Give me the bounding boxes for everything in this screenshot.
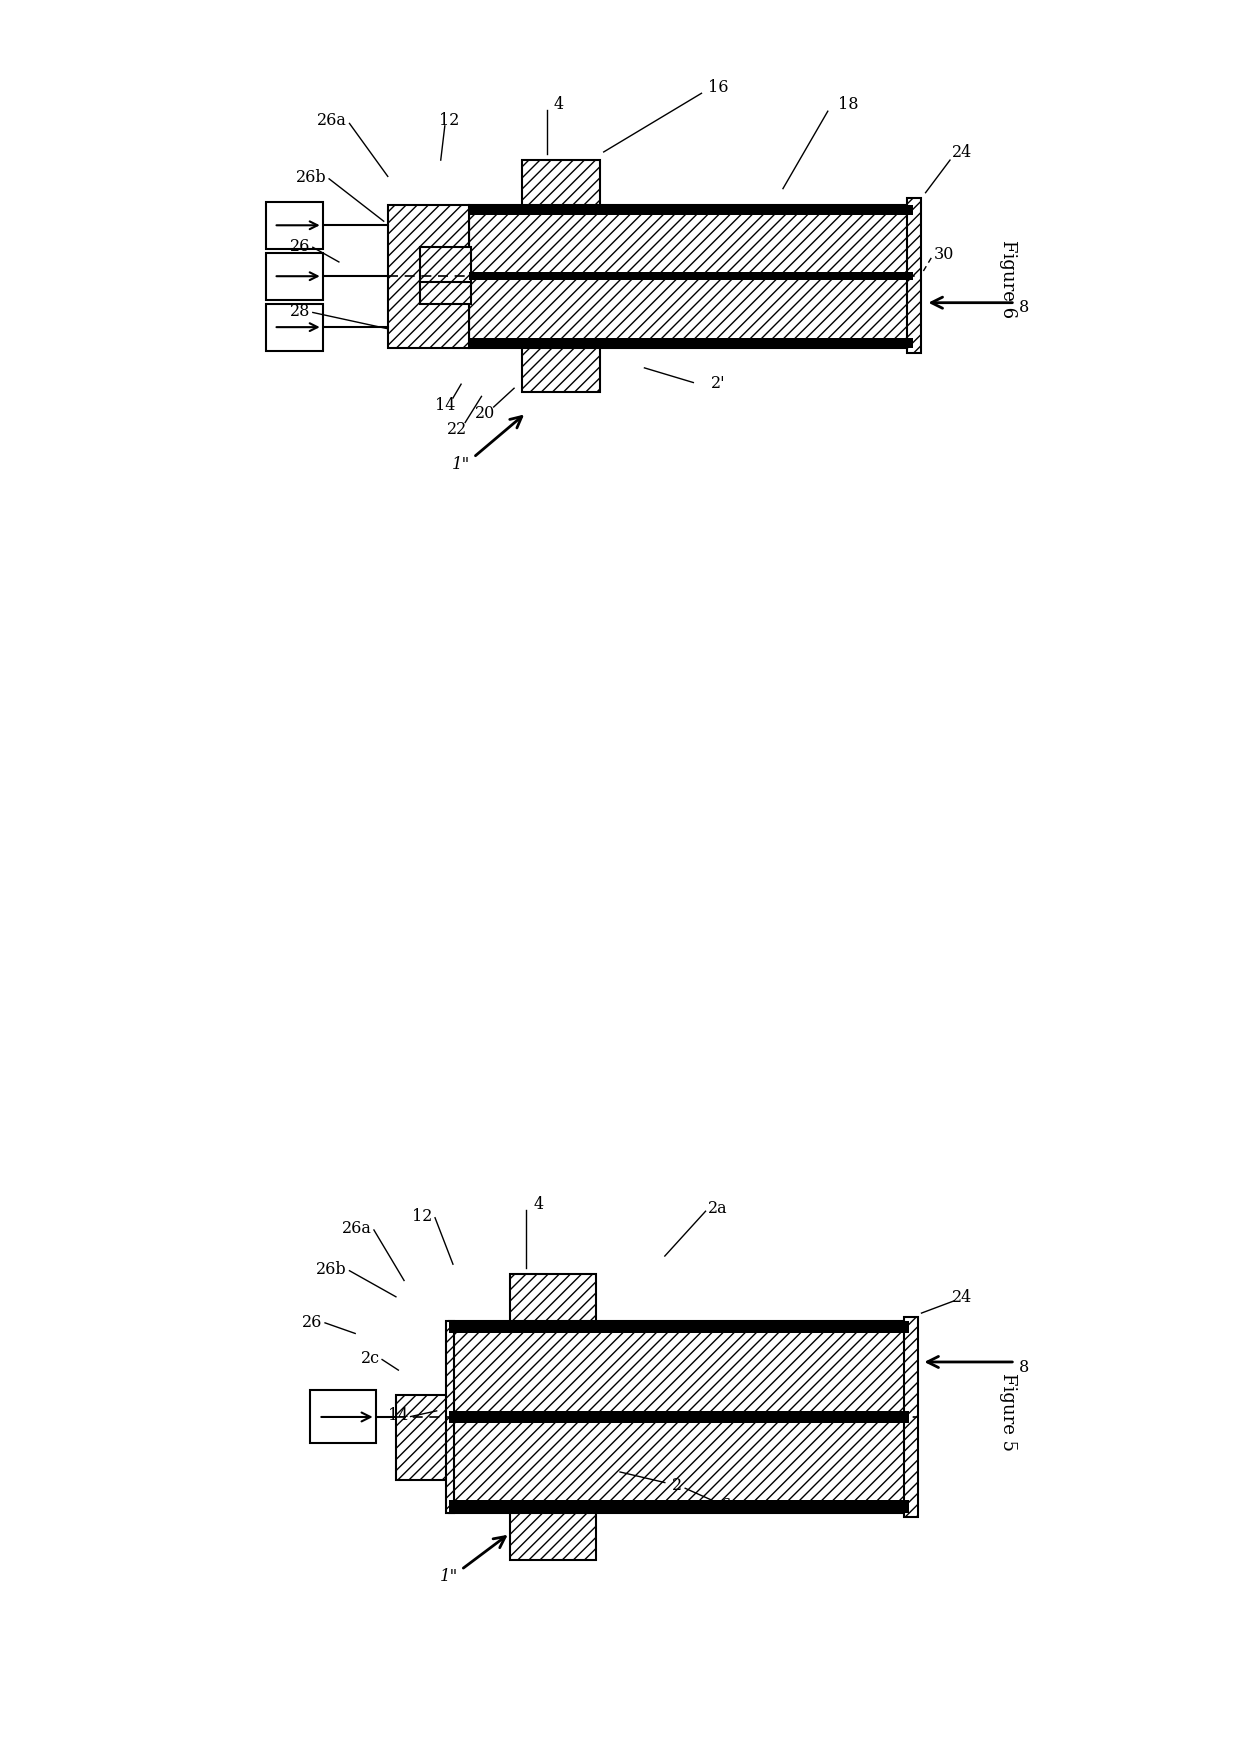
Text: 12: 12 <box>439 111 459 129</box>
Text: 26: 26 <box>290 238 310 256</box>
Text: 28: 28 <box>290 303 310 320</box>
Text: 4: 4 <box>533 1195 543 1212</box>
Text: 2c: 2c <box>361 1349 379 1367</box>
Text: Figure 6: Figure 6 <box>999 240 1017 318</box>
Text: 24: 24 <box>952 1289 972 1306</box>
Bar <box>265 202 322 250</box>
Bar <box>449 1412 909 1424</box>
Bar <box>396 1395 451 1480</box>
Text: 6: 6 <box>720 1496 732 1513</box>
Bar <box>510 1513 595 1560</box>
Bar <box>310 1391 376 1443</box>
Text: 22: 22 <box>446 421 467 438</box>
Text: 30: 30 <box>934 247 954 263</box>
Bar <box>388 205 469 348</box>
Text: 8: 8 <box>1019 1358 1029 1376</box>
Text: 14: 14 <box>388 1407 408 1424</box>
Bar <box>469 273 914 282</box>
Text: 8: 8 <box>1019 299 1029 316</box>
Bar <box>522 162 600 205</box>
Text: 12: 12 <box>412 1207 433 1224</box>
Text: 26a: 26a <box>341 1219 372 1236</box>
Bar <box>420 282 471 304</box>
Bar <box>445 1322 454 1513</box>
Bar <box>904 1318 919 1516</box>
Text: 14: 14 <box>435 396 455 414</box>
Bar <box>522 348 600 393</box>
Text: 26: 26 <box>303 1313 322 1330</box>
Text: 26b: 26b <box>316 1261 347 1276</box>
Text: 26a: 26a <box>317 111 347 129</box>
Text: 2a: 2a <box>708 1198 728 1216</box>
Text: 2: 2 <box>672 1476 682 1492</box>
Text: 4: 4 <box>554 96 564 113</box>
Text: 20: 20 <box>475 405 496 423</box>
Bar <box>449 1322 909 1334</box>
Text: 26b: 26b <box>296 169 326 186</box>
Text: 1": 1" <box>440 1567 458 1584</box>
Bar <box>265 304 322 351</box>
Text: 16: 16 <box>708 80 728 96</box>
Text: 24: 24 <box>952 144 972 162</box>
Text: 2': 2' <box>711 376 725 391</box>
Text: 18: 18 <box>838 96 858 113</box>
Bar <box>449 1501 909 1513</box>
Bar <box>510 1275 595 1322</box>
Bar <box>906 200 921 355</box>
Bar <box>449 1322 909 1513</box>
Bar <box>469 205 914 348</box>
Text: 1": 1" <box>453 456 470 473</box>
Bar <box>469 205 914 216</box>
Bar <box>265 254 322 301</box>
Bar <box>469 339 914 348</box>
Text: Figure 5: Figure 5 <box>999 1372 1017 1450</box>
Bar <box>420 249 471 285</box>
